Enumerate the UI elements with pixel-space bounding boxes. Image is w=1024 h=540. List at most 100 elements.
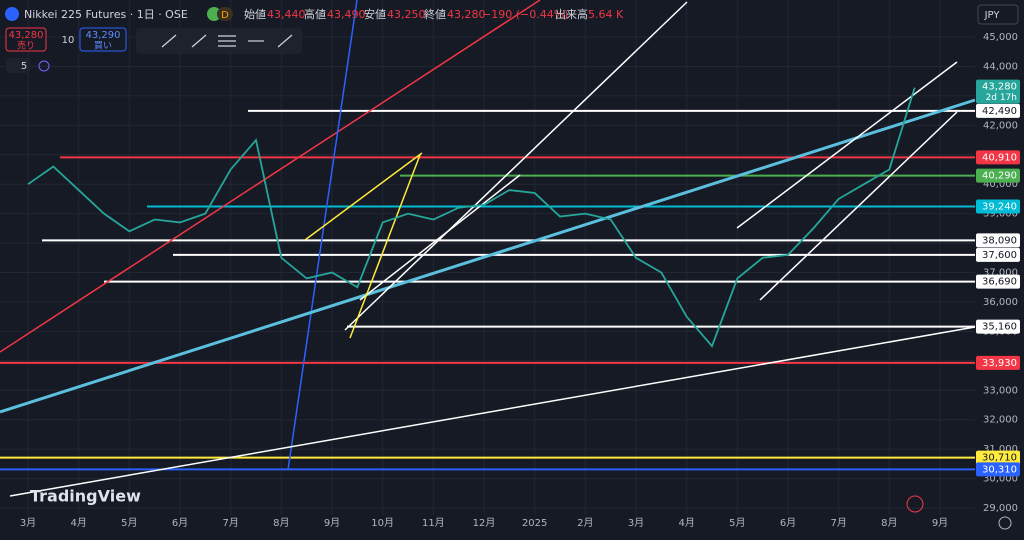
x-tick-label: 6月 (780, 517, 796, 529)
trend-line (349, 154, 421, 339)
level-badge (976, 199, 1020, 214)
x-tick-label: 9月 (932, 517, 948, 529)
y-tick-label: 42,000 (983, 120, 1018, 131)
trend-line (0, 98, 976, 414)
symbol-icon (5, 7, 19, 21)
ohlc-name: 高値 (304, 7, 326, 21)
indicator-toggle[interactable] (6, 58, 30, 73)
trend-line (359, 174, 521, 301)
currency[interactable]: JPY (984, 10, 1001, 21)
indicator-icon[interactable] (38, 60, 50, 72)
x-tick-label: 3月 (20, 517, 36, 529)
y-tick-label: 30,000 (983, 474, 1018, 485)
level-badge (976, 355, 1020, 370)
buy-button[interactable] (79, 27, 127, 52)
level-badge (976, 462, 1020, 477)
x-tick-label: 3月 (628, 517, 644, 529)
level-label: 36,690 (982, 277, 1017, 288)
x-tick-label: 10月 (371, 517, 394, 529)
y-tick-label: 31,000 (983, 444, 1018, 455)
level-badge (976, 233, 1020, 248)
ohlc-value: 43,490 (327, 8, 366, 21)
tool-icon[interactable] (191, 34, 207, 48)
x-tick-label: 8月 (273, 517, 289, 529)
x-tick-label: 2025 (522, 518, 547, 529)
level-label: 42,490 (982, 106, 1017, 117)
price-line (27, 87, 916, 348)
x-tick-label: 7月 (222, 517, 238, 529)
trend-line (344, 1, 688, 331)
y-tick-label: 44,000 (983, 61, 1018, 72)
x-tick-label: 4月 (70, 517, 86, 529)
trend-line (0, 0, 541, 353)
x-tick-label: 6月 (172, 517, 188, 529)
y-tick-label: 32,000 (983, 415, 1018, 426)
currency-button[interactable] (977, 4, 1019, 25)
trend-line (287, 0, 358, 471)
sell-label[interactable]: 売り (17, 40, 35, 52)
trend-line (736, 61, 958, 229)
level-label: 30,710 (982, 453, 1017, 464)
y-tick-label: 45,000 (983, 32, 1018, 43)
badge (217, 7, 233, 21)
x-tick-label: 12月 (473, 517, 496, 529)
price-series (27, 87, 916, 348)
sell-price[interactable]: 43,280 (9, 30, 44, 41)
last-price-badge (976, 79, 1020, 104)
tool-icon[interactable] (277, 34, 293, 48)
x-tick-label: 5月 (121, 517, 137, 529)
market-status (207, 7, 221, 21)
x-tick-label: 11月 (422, 517, 445, 529)
x-tick-label: 4月 (678, 517, 694, 529)
trend-line (9, 326, 976, 497)
trend-line (759, 111, 958, 301)
ohlc-name: 始値 (244, 7, 266, 21)
x-tick-label: 8月 (881, 517, 897, 529)
level-badge (976, 450, 1020, 465)
x-tick-label: 2月 (577, 517, 593, 529)
level-badge (976, 274, 1020, 289)
y-tick-label: 40,000 (983, 179, 1018, 190)
level-label: 39,240 (982, 202, 1017, 213)
level-label: 38,090 (982, 235, 1017, 246)
countdown: 2d 17h (986, 93, 1017, 103)
interval-badge: D (221, 10, 229, 21)
x-axis: 3月 4月 5月 6月 7月 8月 9月 10月 11月 12月 2025 2月 3月 4月 5月 6月 7月 8… (20, 517, 948, 529)
level-label: 37,600 (982, 250, 1017, 261)
level-label: 40,910 (982, 152, 1017, 163)
ohlc-value: 43,250 (387, 8, 426, 21)
tool-icon[interactable] (161, 34, 177, 48)
x-tick-label: 9月 (324, 517, 340, 529)
trend-line (304, 152, 423, 241)
buy-label[interactable]: 買い (94, 41, 112, 52)
buy-price[interactable]: 43,290 (86, 30, 121, 41)
level-badge (976, 319, 1020, 334)
spread: 10 (62, 35, 75, 46)
toolbar-icons (161, 34, 293, 48)
ohlc-value: 43,440 (267, 8, 306, 21)
indicator-count[interactable]: 5 (21, 61, 27, 72)
settings-icon[interactable] (998, 516, 1012, 530)
y-tick-label: 33,000 (983, 385, 1018, 396)
ohlc-value: 43,280 (447, 8, 486, 21)
sell-button[interactable] (5, 27, 47, 52)
level-badge (976, 247, 1020, 262)
alert-icon[interactable] (906, 495, 924, 513)
level-label: 33,930 (982, 358, 1017, 369)
volume: 5.64 K (588, 8, 624, 21)
level-labels: 42,490 40,910 40,290 39,240 38,090 37,600 36,6… (976, 79, 1020, 477)
last-price: 43,280 (982, 82, 1017, 93)
level-label: 40,290 (982, 171, 1017, 182)
level-badge (976, 150, 1020, 165)
ohlc-name: 終値 (424, 8, 446, 21)
y-tick-label: 29,000 (983, 503, 1018, 514)
y-tick-label: 36,000 (983, 297, 1018, 308)
change: −190 (−0.44%) (482, 8, 568, 21)
y-tick-label: 39,000 (983, 209, 1018, 220)
x-tick-label: 5月 (729, 517, 745, 529)
ohlc-name: 安値 (364, 8, 386, 21)
volume-label: 出来高 (555, 7, 588, 21)
